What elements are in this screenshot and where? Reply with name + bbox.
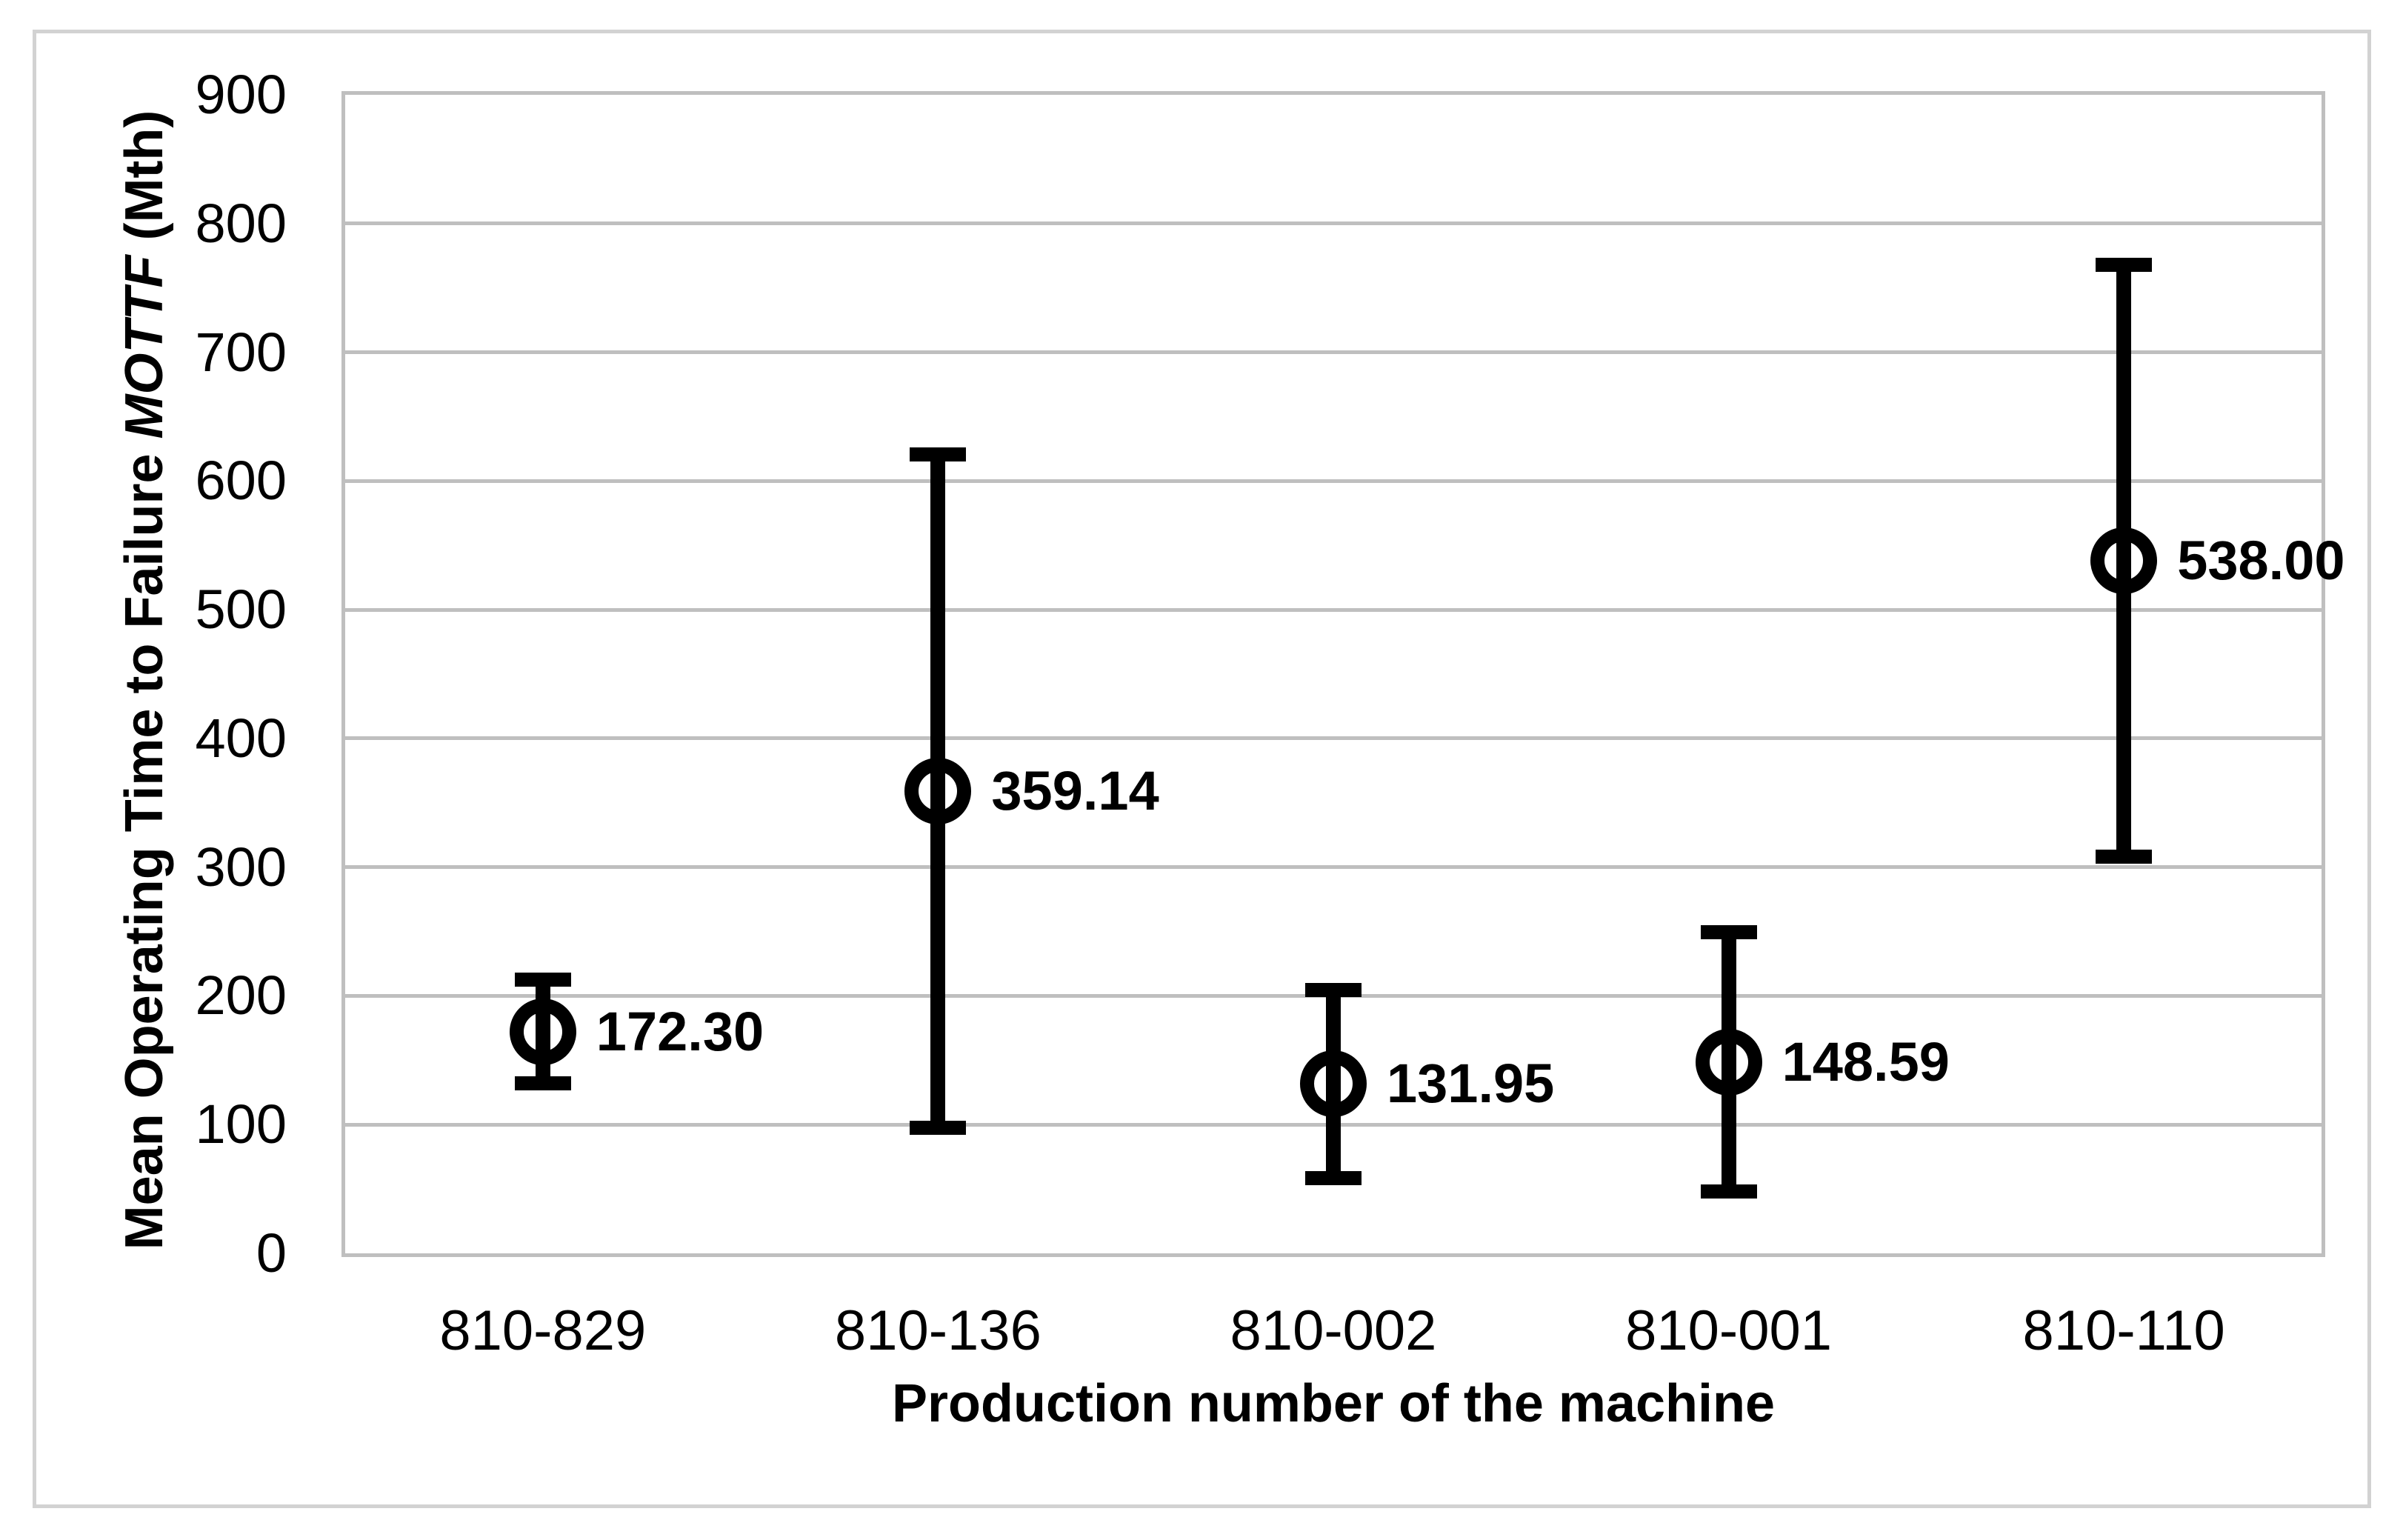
y-axis-tick-label: 300 — [195, 836, 287, 898]
data-point-label: 148.59 — [1782, 1030, 1950, 1093]
x-axis-tick-label: 810-110 — [2022, 1299, 2225, 1362]
grid-line — [345, 479, 2322, 483]
y-axis-tick-label: 500 — [195, 579, 287, 641]
x-axis-tick-label: 810-001 — [1625, 1299, 1833, 1362]
data-point-marker — [2090, 527, 2158, 595]
data-point-label: 172.30 — [596, 1000, 764, 1062]
error-bar-cap-bottom — [2096, 849, 2153, 864]
error-bar-cap-top — [910, 447, 967, 461]
x-axis-title: Production number of the machine — [891, 1374, 1776, 1433]
grid-line — [345, 221, 2322, 226]
error-bar-cap-bottom — [1305, 1171, 1362, 1186]
grid-line — [345, 607, 2322, 612]
plot-area: 172.30 359.14 131.95 148.59 538.00 — [341, 91, 2345, 1257]
y-axis-tick-label: 900 — [195, 64, 287, 125]
error-bar-cap-top — [2096, 258, 2153, 273]
x-axis-tick-labels: 810-829 810-136 810-002 810-001 810-110 — [345, 1290, 2322, 1379]
error-bar-cap-bottom — [514, 1076, 571, 1090]
y-axis-tick-label: 800 — [195, 192, 287, 254]
y-axis-tick-label: 100 — [195, 1093, 287, 1156]
y-axis-tick-label: 600 — [195, 450, 287, 512]
error-bar-cap-bottom — [1700, 1184, 1757, 1199]
x-axis-tick-label: 810-136 — [834, 1299, 1041, 1362]
y-axis-tick-labels: 0 100 200 300 400 500 600 700 800 900 — [0, 64, 305, 1284]
grid-line — [345, 736, 2322, 741]
data-point-label: 131.95 — [1387, 1052, 1555, 1114]
error-bar-cap-top — [1700, 924, 1757, 939]
x-axis-tick-label: 810-002 — [1230, 1299, 1437, 1362]
y-axis-tick-label: 400 — [195, 707, 287, 769]
y-axis-tick-label: 700 — [195, 321, 287, 383]
data-point-marker — [1300, 1050, 1367, 1117]
grid-line — [345, 865, 2322, 870]
x-axis-tick-label: 810-829 — [439, 1299, 647, 1362]
error-bar-cap-top — [1305, 982, 1362, 997]
data-point-marker — [509, 998, 576, 1065]
data-point-label: 538.00 — [2177, 530, 2345, 592]
error-bar-cap-bottom — [910, 1121, 967, 1136]
error-bar-cap-top — [514, 972, 571, 987]
data-point-marker — [1695, 1028, 1762, 1096]
data-point-label: 359.14 — [991, 759, 1159, 821]
y-axis-tick-label: 0 — [256, 1222, 287, 1284]
data-point-marker — [904, 757, 972, 824]
y-axis-tick-label: 200 — [195, 964, 287, 1027]
grid-line — [345, 350, 2322, 355]
